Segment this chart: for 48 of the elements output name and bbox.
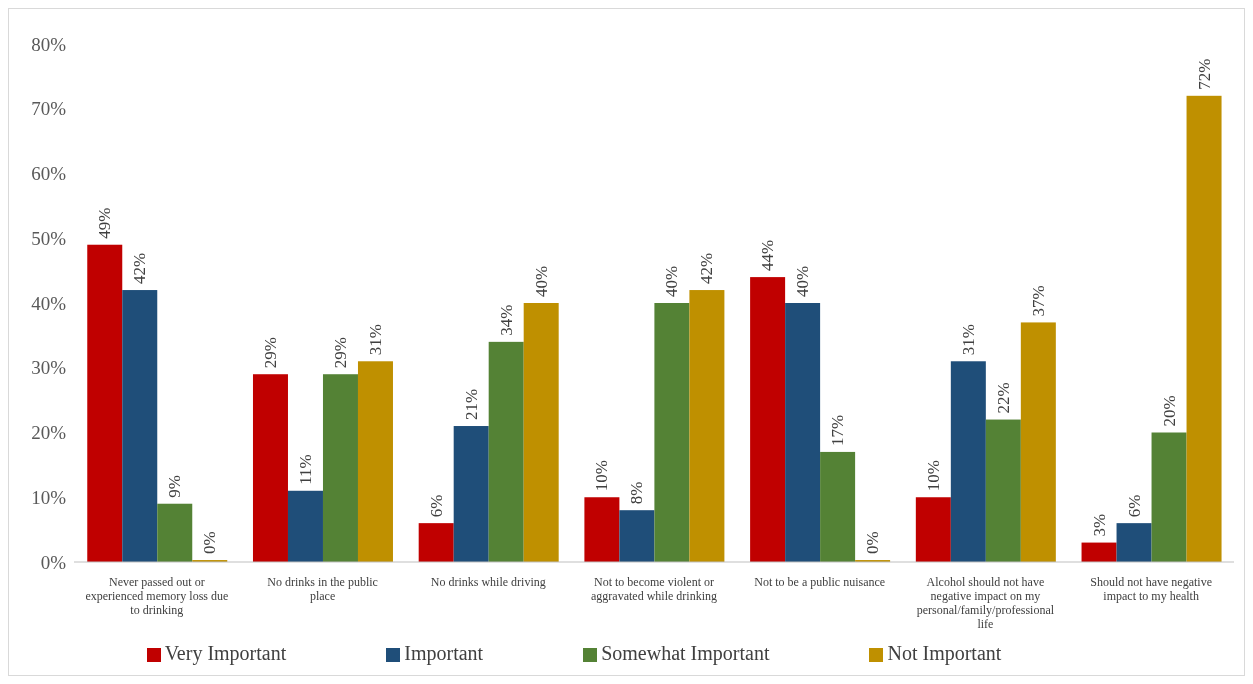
y-tick-label: 80% xyxy=(31,33,67,55)
legend-label: Not Important xyxy=(887,642,1002,664)
data-label: 3% xyxy=(1089,513,1109,537)
data-label: 6% xyxy=(1124,494,1144,518)
data-label: 40% xyxy=(793,265,813,297)
x-tick-label: Alcohol should not have negative impact on my personal/family/professional life xyxy=(916,575,1055,631)
data-label: 0% xyxy=(200,531,220,555)
data-label: 31% xyxy=(365,324,385,356)
x-tick-label: No drinks in the public place xyxy=(267,575,378,603)
data-label: 21% xyxy=(461,388,481,421)
legend-label: Important xyxy=(404,642,484,664)
y-tick-label: 20% xyxy=(31,422,67,444)
data-label: 10% xyxy=(592,460,612,492)
data-label: 37% xyxy=(1028,285,1048,317)
y-tick-label: 40% xyxy=(31,292,67,314)
x-tick-label: Not to be a public nuisance xyxy=(754,575,886,589)
data-label: 6% xyxy=(426,494,446,518)
data-label: 40% xyxy=(531,265,551,297)
x-tick-label: Never passed out or experienced memory loss due to drinking xyxy=(85,575,229,617)
data-label: 29% xyxy=(330,337,350,369)
data-label: 72% xyxy=(1194,58,1214,90)
data-label: 9% xyxy=(165,475,185,498)
data-label: 8% xyxy=(627,481,647,505)
data-label: 42% xyxy=(130,252,150,285)
legend-label: Very Important xyxy=(164,642,287,664)
data-label: 49% xyxy=(95,207,115,239)
data-label: 44% xyxy=(758,239,778,272)
legend-label: Somewhat Important xyxy=(601,642,770,664)
data-label: 42% xyxy=(697,252,717,285)
x-tick-label: Not to become violent or aggravated while drinking xyxy=(591,575,717,603)
data-label: 40% xyxy=(662,265,682,297)
data-label: 0% xyxy=(863,531,883,555)
data-label: 17% xyxy=(828,414,848,446)
data-label: 20% xyxy=(1159,395,1179,427)
data-label: 29% xyxy=(260,337,280,369)
data-label: 11% xyxy=(295,454,315,485)
data-label: 22% xyxy=(993,382,1013,414)
y-tick-label: 0% xyxy=(40,551,67,573)
y-tick-label: 70% xyxy=(31,98,67,120)
x-tick-label: Should not have negative impact to my health xyxy=(1090,575,1212,603)
data-label: 31% xyxy=(958,324,978,356)
x-tick-label: No drinks while driving xyxy=(430,575,546,589)
data-label: 10% xyxy=(923,460,943,492)
y-tick-label: 60% xyxy=(31,163,67,185)
data-label: 34% xyxy=(496,304,516,336)
y-tick-label: 10% xyxy=(31,486,67,508)
y-tick-label: 30% xyxy=(31,357,67,379)
y-tick-label: 50% xyxy=(31,227,67,249)
